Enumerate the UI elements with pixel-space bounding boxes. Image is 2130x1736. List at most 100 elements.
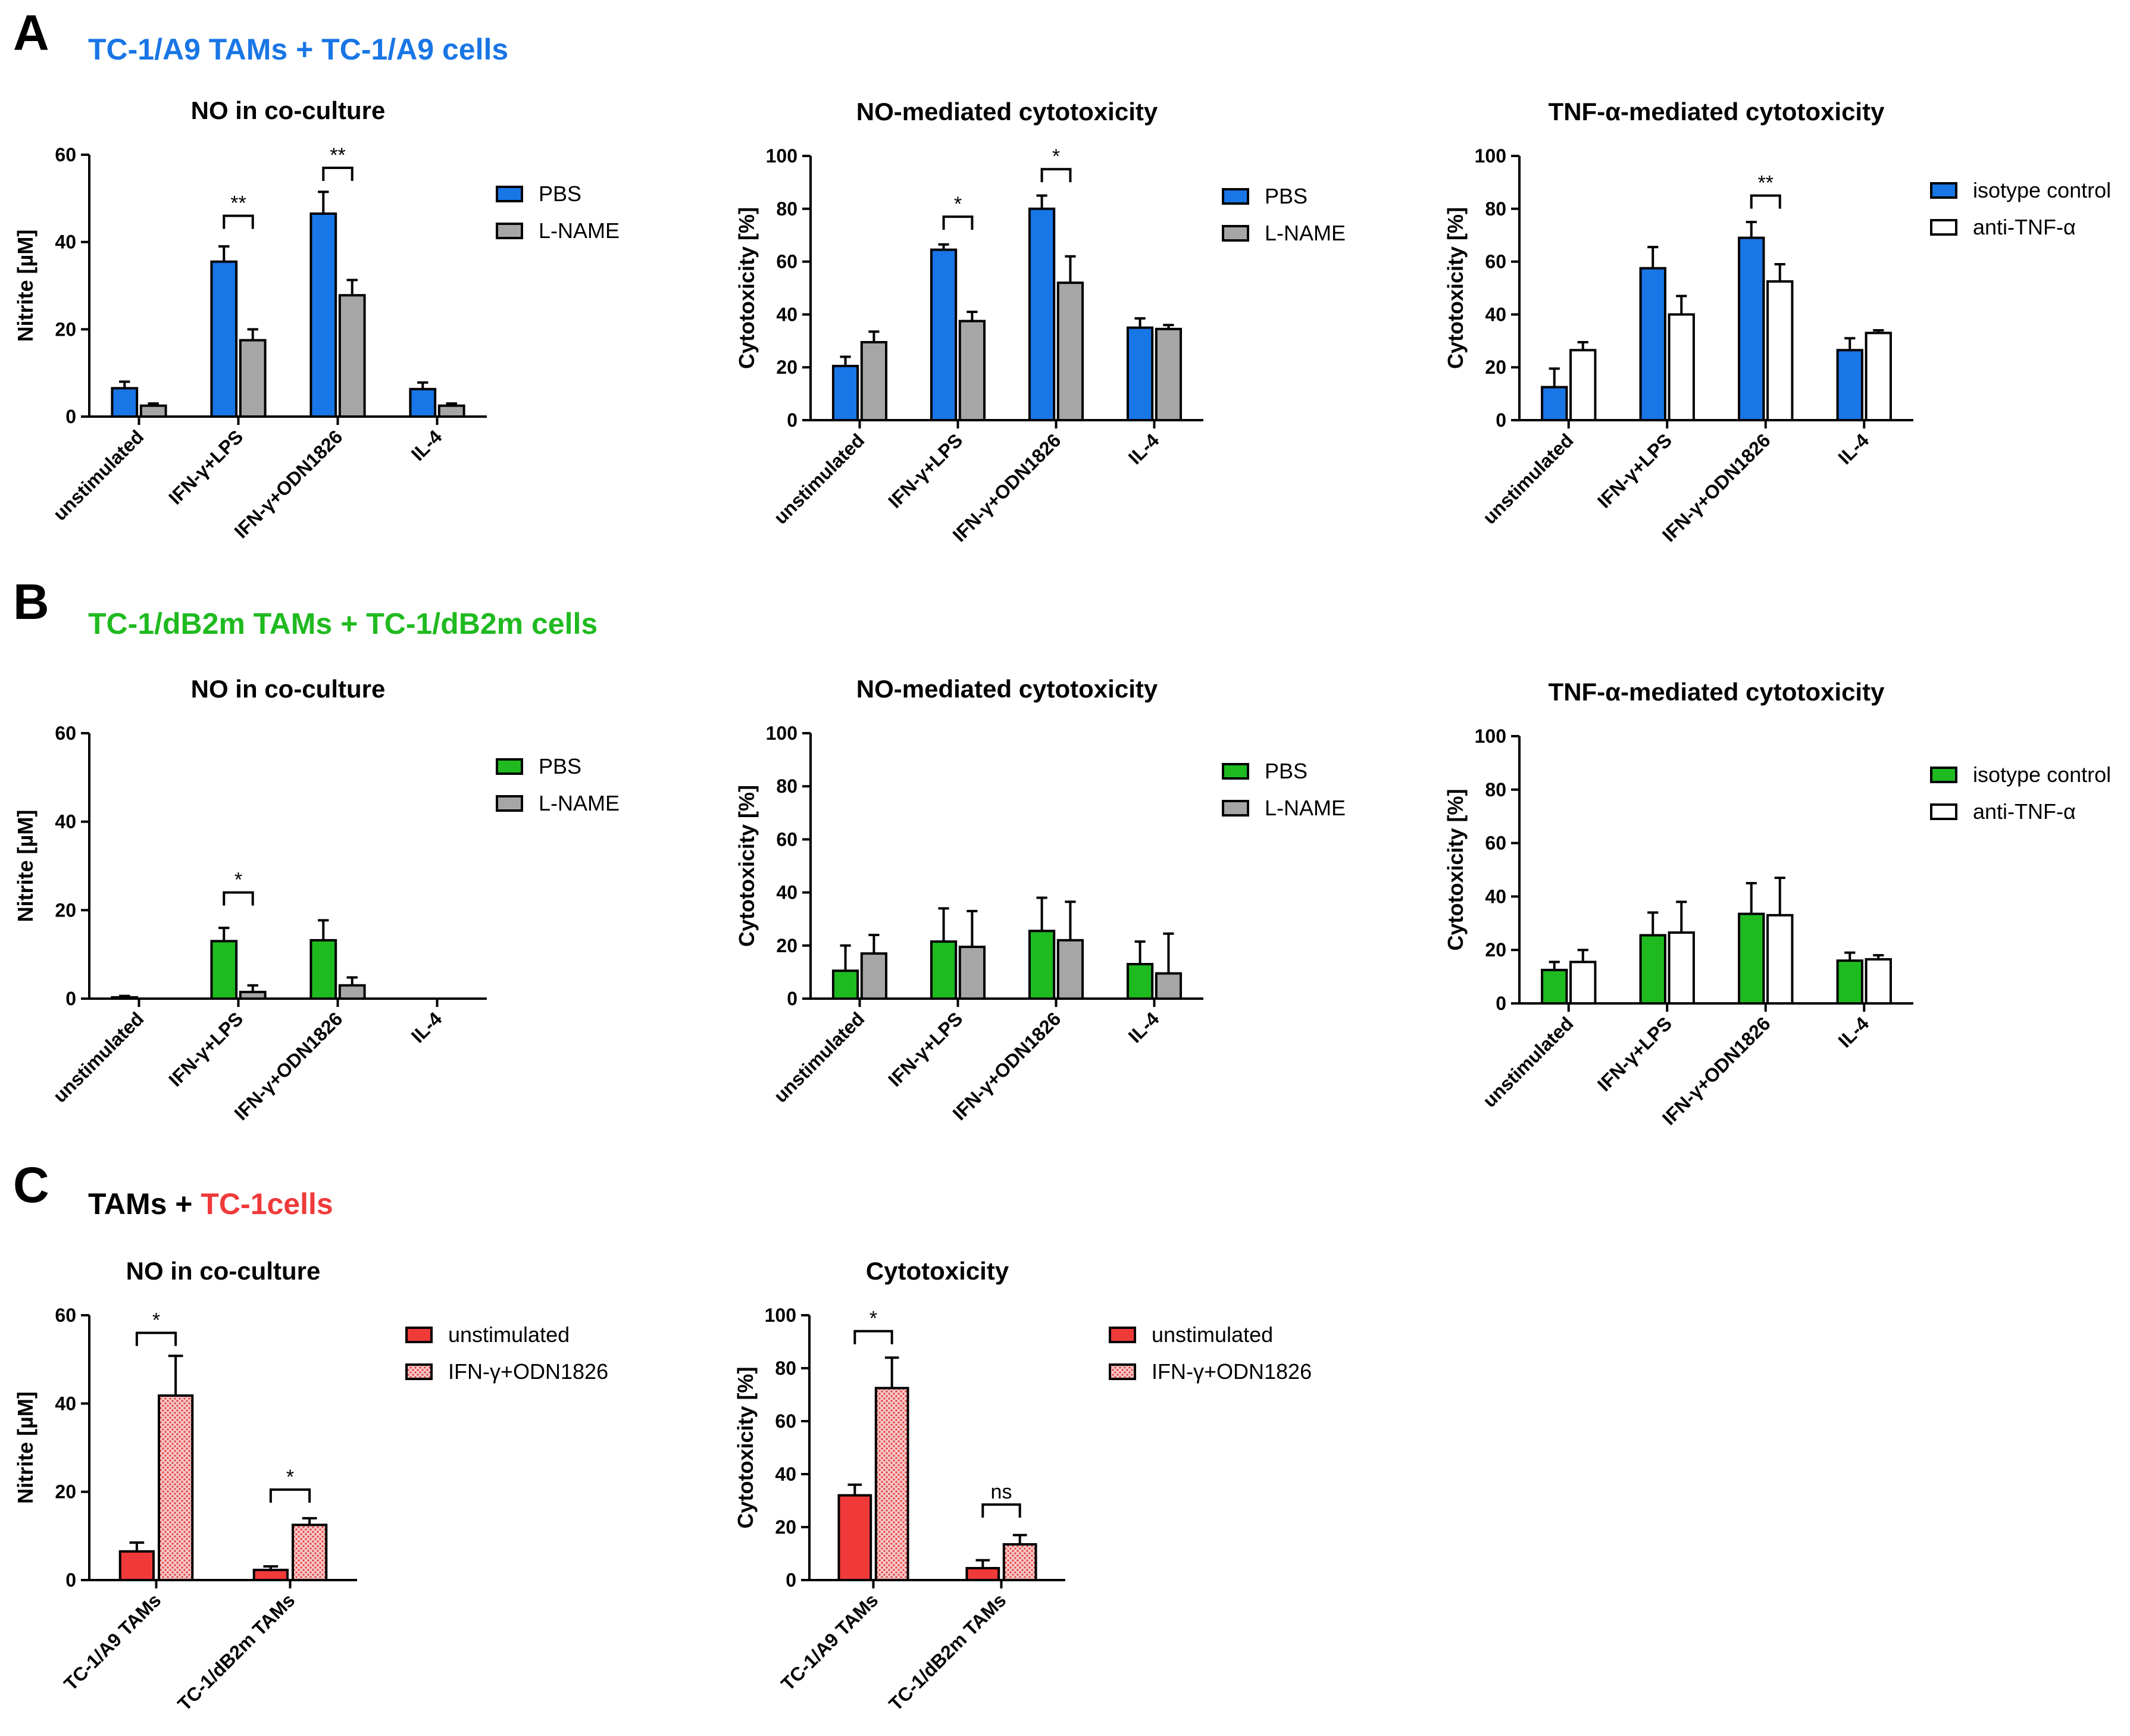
legend-label: PBS	[539, 754, 581, 778]
panel-title-c-part1: TAMs +	[88, 1187, 201, 1221]
significance-label: **	[230, 192, 246, 215]
legend-swatch	[1930, 219, 1957, 236]
bar	[1569, 349, 1597, 422]
bar	[252, 1568, 289, 1581]
y-tick-label: 0	[65, 988, 76, 1009]
x-tick-label: IFN-γ+LPS	[884, 429, 967, 512]
legend-swatch	[496, 186, 523, 202]
panel-letter-a: A	[13, 5, 49, 61]
y-tick-label: 0	[787, 988, 797, 1009]
significance-bracket	[269, 1488, 311, 1503]
x-tick-label: unstimulated	[770, 429, 868, 528]
y-tick-label: 20	[775, 1516, 796, 1538]
x-tick-label: TC-1/dB2m TAMs	[884, 1589, 1010, 1715]
legend-swatch	[1930, 767, 1957, 783]
significance-label: *	[869, 1308, 877, 1330]
y-tick-label: 100	[1475, 145, 1506, 167]
y-tick-label: 40	[55, 811, 76, 833]
x-tick-label: TC-1/A9 TAMs	[777, 1589, 882, 1694]
significance-label: **	[330, 144, 345, 167]
bar	[860, 952, 888, 1000]
bar	[309, 939, 337, 1000]
bar	[1836, 959, 1863, 1005]
significance-label: *	[152, 1309, 160, 1332]
significance-bracket	[322, 167, 354, 181]
bar	[1155, 972, 1183, 1000]
bar	[292, 1524, 328, 1582]
bar	[1865, 958, 1892, 1005]
x-tick-label: IFN-γ+LPS	[164, 426, 247, 508]
panel-letter-b: B	[13, 574, 49, 630]
x-tick-label: IFN-γ+LPS	[164, 1008, 247, 1090]
y-axis-label: Cytotoxicity [%]	[1443, 207, 1468, 369]
legend-label: IFN-γ+ODN1826	[448, 1359, 608, 1384]
legend-swatch	[1930, 182, 1957, 199]
y-tick-label: 40	[776, 882, 797, 903]
significance-bracket	[942, 215, 974, 230]
chart-3: TNF-α-mediated cytotoxicity Cytotoxicity …	[1443, 98, 2111, 546]
bar	[1126, 326, 1154, 421]
y-tick-label: 20	[776, 935, 797, 956]
bar	[1126, 963, 1154, 1000]
y-tick-label: 80	[776, 198, 797, 220]
chart-8: Cytotoxicity Cytotoxicity [%] 0 20 40 60 80 100…	[733, 1257, 1312, 1715]
bar	[1056, 281, 1084, 421]
y-tick-label: 100	[766, 145, 797, 167]
panel-letter-c: C	[13, 1157, 49, 1213]
bar	[210, 940, 238, 1000]
significance-label: *	[1052, 145, 1060, 168]
chart-title: NO-mediated cytotoxicity	[856, 98, 1158, 126]
x-tick-label: unstimulated	[770, 1008, 868, 1106]
y-axis-label: Nitrite [µM]	[13, 1391, 37, 1504]
y-tick-label: 20	[55, 318, 76, 340]
x-tick-label: IFN-γ+ODN1826	[949, 1008, 1065, 1124]
legend-swatch	[405, 1327, 433, 1343]
x-tick-label: unstimulated	[1478, 1012, 1577, 1111]
y-tick-label: 20	[1485, 939, 1506, 961]
significance-bracket	[135, 1331, 177, 1346]
bar	[1766, 280, 1794, 421]
y-tick-label: 20	[55, 1481, 76, 1503]
bar	[338, 294, 366, 418]
significance-label: *	[286, 1466, 294, 1488]
y-tick-label: 40	[1485, 886, 1506, 907]
x-tick-label: IL-4	[407, 1008, 446, 1047]
y-axis-label: Nitrite [µM]	[13, 810, 37, 922]
legend-swatch	[405, 1363, 433, 1380]
x-tick-label: TC-1/A9 TAMs	[60, 1589, 165, 1694]
legend-label: L-NAME	[539, 791, 620, 815]
bar	[1155, 327, 1183, 421]
bar	[1668, 313, 1695, 422]
chart-4: NO in co-culture Nitrite [µM] 0 20 40 60 unsti…	[13, 675, 620, 1124]
y-tick-label: 0	[787, 409, 797, 431]
legend-label: isotype control	[1973, 762, 2111, 787]
bar	[930, 940, 958, 1000]
chart-title: TNF-α-mediated cytotoxicity	[1549, 98, 1885, 126]
x-tick-label: TC-1/dB2m TAMs	[173, 1589, 299, 1715]
y-axis-label: Cytotoxicity [%]	[733, 1366, 758, 1528]
y-tick-label: 0	[65, 1569, 76, 1591]
legend-swatch	[496, 795, 523, 812]
bar	[1028, 207, 1056, 421]
bar	[837, 1494, 872, 1582]
y-tick-label: 20	[776, 356, 797, 378]
x-tick-label: unstimulated	[1478, 429, 1577, 528]
significance-bracket	[1040, 168, 1072, 183]
bar	[1865, 331, 1892, 421]
bar	[1541, 968, 1568, 1005]
y-tick-label: 40	[775, 1463, 796, 1485]
y-tick-label: 20	[55, 899, 76, 921]
y-tick-label: 100	[1475, 725, 1506, 747]
x-tick-label: IL-4	[1124, 429, 1163, 468]
y-axis-label: Cytotoxicity [%]	[1443, 789, 1468, 950]
legend-swatch	[496, 758, 523, 775]
significance-label: *	[234, 869, 242, 892]
legend-swatch	[496, 223, 523, 239]
legend-swatch	[1222, 763, 1249, 780]
y-tick-label: 20	[1485, 356, 1506, 378]
bar	[1639, 934, 1666, 1005]
chart-2: NO-mediated cytotoxicity Cytotoxicity [%]…	[734, 98, 1346, 546]
panel-title-c: TAMs + TC-1cells	[88, 1187, 333, 1221]
y-tick-label: 60	[55, 722, 76, 744]
y-axis-label: Cytotoxicity [%]	[734, 207, 759, 369]
